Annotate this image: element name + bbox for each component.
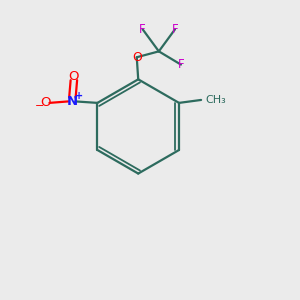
Text: F: F — [172, 23, 178, 36]
Text: O: O — [69, 70, 79, 83]
Text: N: N — [67, 95, 78, 108]
Text: CH₃: CH₃ — [206, 95, 226, 105]
Text: +: + — [75, 91, 83, 100]
Text: O: O — [132, 51, 142, 64]
Text: F: F — [178, 58, 184, 71]
Text: O: O — [40, 96, 51, 110]
Text: −: − — [35, 101, 44, 111]
Text: F: F — [139, 23, 146, 36]
